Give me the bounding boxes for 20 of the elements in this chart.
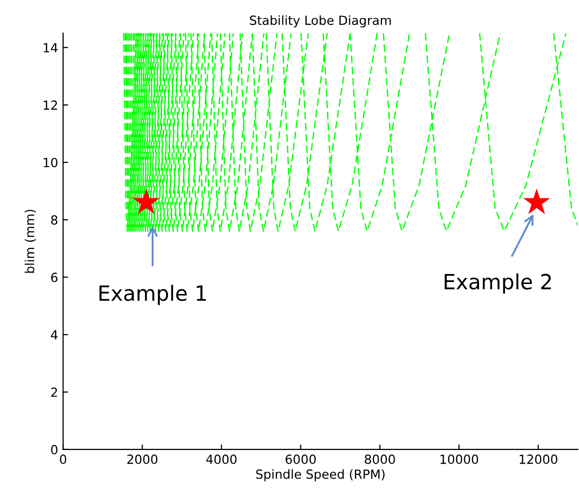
y-tick-label: 2: [51, 388, 57, 397]
y-tick-label: 0: [51, 444, 58, 454]
y-tick-label: 12: [44, 100, 57, 110]
y-axis-title: blim (mm): [24, 210, 36, 273]
x-tick-label: 8000: [364, 454, 395, 464]
chart-title: Stability Lobe Diagram: [250, 15, 391, 28]
x-tick-label: 2000: [127, 454, 158, 464]
annotation: Example 1: [100, 284, 206, 306]
y-tick-label: 8: [51, 215, 58, 225]
y-tick-label: 14: [44, 43, 58, 52]
annotation: Example 2: [444, 273, 551, 294]
y-tick-label: 4: [50, 330, 58, 340]
x-tick-label: 0: [60, 454, 66, 464]
x-tick-label: 6000: [286, 454, 316, 464]
y-tick-label: 10: [44, 158, 58, 168]
x-axis-title: Spindle Speed (RPM): [256, 469, 385, 482]
x-tick-label: 12000: [520, 454, 558, 464]
y-tick-label: 6: [51, 272, 58, 282]
x-tick-label: 4000: [206, 454, 237, 464]
x-tick-label: 10000: [440, 454, 478, 464]
